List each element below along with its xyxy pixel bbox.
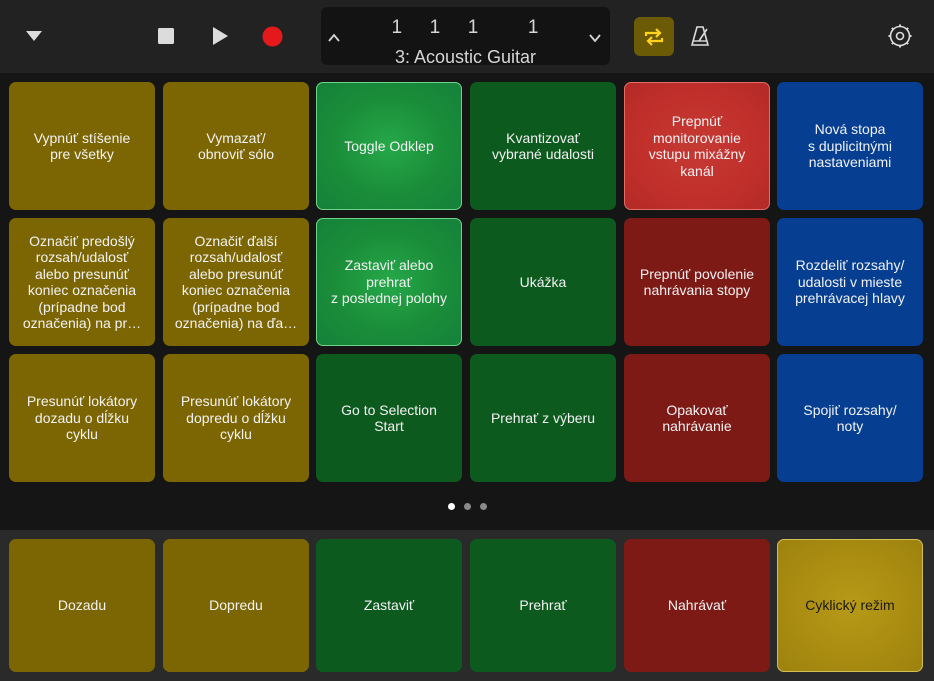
metronome-icon bbox=[690, 26, 710, 46]
command-pad[interactable]: Kvantizovať vybrané udalosti bbox=[470, 82, 616, 210]
stop-icon bbox=[158, 28, 174, 44]
command-pad[interactable]: Vypnúť stíšenie pre všetky bbox=[9, 82, 155, 210]
command-pad[interactable]: Rozdeliť rozsahy/ udalosti v mieste preh… bbox=[777, 218, 923, 346]
transport-pad[interactable]: Dozadu bbox=[9, 539, 155, 672]
lcd-tick: 1 bbox=[527, 17, 540, 38]
command-pad[interactable]: Nová stopa s duplicitnými nastaveniami bbox=[777, 82, 923, 210]
triangle-down-icon bbox=[26, 31, 42, 41]
transport-pad[interactable]: Zastaviť bbox=[316, 539, 462, 672]
play-icon bbox=[213, 27, 228, 45]
command-pad[interactable]: Zastaviť alebo prehrať z poslednej poloh… bbox=[316, 218, 462, 346]
command-pad[interactable]: Opakovať nahrávanie bbox=[624, 354, 770, 482]
lcd-track-name: 3: Acoustic Guitar bbox=[394, 47, 537, 67]
stop-button[interactable] bbox=[152, 22, 180, 50]
lcd-position: 1 1 1 1 bbox=[321, 17, 610, 39]
command-pad[interactable]: Presunúť lokátory dopredu o dĺžku cyklu bbox=[163, 354, 309, 482]
page-dot[interactable] bbox=[463, 503, 471, 510]
command-pad[interactable]: Prepnúť povolenie nahrávania stopy bbox=[624, 218, 770, 346]
transport-pad[interactable]: Prehrať bbox=[470, 539, 616, 672]
command-pad[interactable]: Označiť predošlý rozsah/udalosť alebo pr… bbox=[9, 218, 155, 346]
gear-icon bbox=[888, 24, 912, 48]
command-pad[interactable]: Označiť ďalší rozsah/udalosť alebo presu… bbox=[163, 218, 309, 346]
settings-button[interactable] bbox=[886, 22, 914, 50]
chevron-up-icon[interactable] bbox=[327, 31, 341, 45]
page-dot[interactable] bbox=[479, 503, 487, 510]
lcd-bar: 1 bbox=[391, 17, 404, 38]
transport-pad-row: Dozadu Dopredu Zastaviť Prehrať Nahrávať Cykl… bbox=[0, 530, 934, 681]
command-pad[interactable]: Prehrať z výberu bbox=[470, 354, 616, 482]
cycle-icon bbox=[644, 27, 664, 46]
command-pad[interactable]: Presunúť lokátory dozadu o dĺžku cyklu bbox=[9, 354, 155, 482]
transport-pad[interactable]: Dopredu bbox=[163, 539, 309, 672]
metronome-button[interactable] bbox=[686, 22, 714, 50]
transport-pad[interactable]: Cyklický režim bbox=[777, 539, 923, 672]
command-pad[interactable]: Vymazať/ obnoviť sólo bbox=[163, 82, 309, 210]
dropdown-toggle-button[interactable] bbox=[21, 22, 47, 50]
command-pad[interactable]: Go to Selection Start bbox=[316, 354, 462, 482]
page-indicator[interactable] bbox=[0, 503, 934, 511]
command-pad[interactable]: Toggle Odklep bbox=[316, 82, 462, 210]
chevron-down-icon[interactable] bbox=[588, 31, 602, 45]
cycle-button[interactable] bbox=[634, 17, 674, 56]
transport-pad[interactable]: Nahrávať bbox=[624, 539, 770, 672]
lcd-beat: 1 bbox=[429, 17, 442, 38]
play-button[interactable] bbox=[206, 22, 234, 50]
lcd-division: 1 bbox=[467, 17, 480, 38]
command-pad[interactable]: Ukážka bbox=[470, 218, 616, 346]
control-bar: 1 1 1 1 3: Acoustic Guitar bbox=[0, 0, 934, 73]
page-dot[interactable] bbox=[447, 503, 455, 510]
record-icon bbox=[262, 26, 282, 46]
command-pad-grid: Vypnúť stíšenie pre všetky Vymazať/ obnov… bbox=[0, 73, 934, 530]
command-pad[interactable]: Spojiť rozsahy/ noty bbox=[777, 354, 923, 482]
record-button[interactable] bbox=[258, 22, 286, 50]
lcd-display[interactable]: 1 1 1 1 3: Acoustic Guitar bbox=[321, 7, 610, 67]
command-pad[interactable]: Prepnúť monitorovanie vstupu mixážny kan… bbox=[624, 82, 770, 210]
